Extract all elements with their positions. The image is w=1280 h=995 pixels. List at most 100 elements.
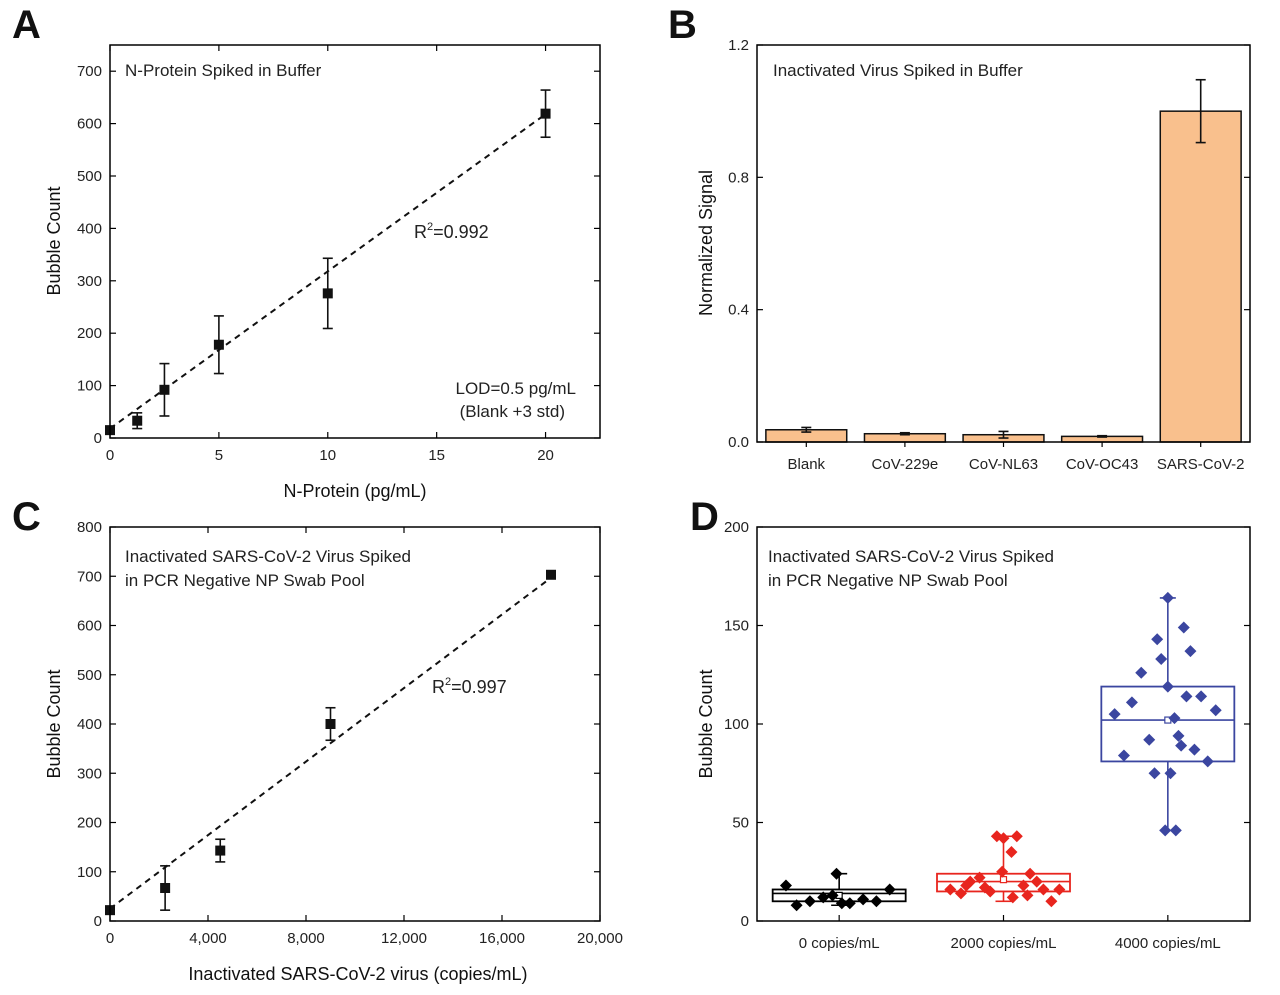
panel-b-y-tick-label: 1.2: [728, 37, 749, 54]
panel-b-x-tick-label: CoV-NL63: [969, 456, 1038, 473]
panel-d-data-point: [883, 883, 896, 896]
panel-c-y-tick-label: 0: [94, 913, 102, 930]
panel-a-y-tick-label: 400: [77, 220, 102, 237]
panel-d-data-point: [944, 883, 957, 896]
panel-a-x-axis-label: N-Protein (pg/mL): [283, 481, 426, 501]
panel-c-x-tick-label: 12,000: [381, 930, 427, 947]
panel-label-d: D: [690, 495, 719, 539]
panel-a-y-tick-label: 100: [77, 378, 102, 395]
panel-b-y-tick-label: 0.8: [728, 169, 749, 186]
panel-d-data-point: [1155, 652, 1168, 665]
panel-d-y-tick-label: 100: [724, 716, 749, 733]
panel-a-y-axis-label: Bubble Count: [44, 186, 64, 295]
panel-a-r2: R2=0.992: [414, 221, 489, 242]
panel-b-x-tick-label: Blank: [788, 456, 826, 473]
panel-d-data-point: [978, 881, 991, 894]
panel-a-x-tick-label: 15: [428, 447, 445, 464]
panel-d-data-point: [1168, 712, 1181, 725]
panel-b-x-tick-label: SARS-CoV-2: [1157, 456, 1245, 473]
panel-d-data-point: [835, 897, 848, 910]
panel-c-y-tick-label: 600: [77, 618, 102, 635]
panel-d-mean-marker: [999, 876, 1008, 884]
panel-a-y-tick-label: 0: [94, 430, 102, 447]
panel-b-y-tick-label: 0.4: [728, 302, 749, 319]
panel-d-data-point: [790, 899, 803, 912]
panel-c-x-axis-label: Inactivated SARS-CoV-2 virus (copies/mL): [188, 964, 527, 984]
panel-c-data-point: [325, 719, 336, 729]
panel-c-y-tick-label: 500: [77, 667, 102, 684]
panel-c-r2-base: R: [432, 677, 445, 697]
panel-c-data-point: [160, 883, 171, 894]
panel-b-bar: [1159, 110, 1242, 443]
panel-b-x-tick-label: CoV-OC43: [1066, 456, 1139, 473]
panel-a-data-point: [322, 288, 333, 299]
panel-d-data-point: [1180, 690, 1193, 703]
panel-c-y-tick-label: 300: [77, 765, 102, 782]
panel-label-a: A: [12, 3, 41, 47]
panel-a-data-point: [159, 384, 170, 395]
panel-c-data-point: [215, 845, 226, 856]
panel-b-x-tick-label: CoV-229e: [872, 456, 939, 473]
panel-d-data-point: [1017, 879, 1030, 892]
panel-d-data-point: [1030, 875, 1043, 888]
panel-b-inset-title: Inactivated Virus Spiked in Buffer: [773, 61, 1023, 80]
panel-d-x-tick-label: 4000 copies/mL: [1115, 935, 1221, 952]
panel-a-y-tick-label: 300: [77, 273, 102, 290]
panel-c-data-point: [546, 569, 556, 580]
panel-d-y-axis-label: Bubble Count: [696, 669, 716, 778]
panel-d-inset-title-line2: in PCR Negative NP Swab Pool: [768, 571, 1008, 590]
panel-d-data-point: [973, 871, 986, 884]
panel-c-x-tick-label: 0: [106, 930, 114, 947]
panel-a-marks: [105, 89, 551, 436]
panel-c-y-tick-label: 800: [77, 519, 102, 536]
panel-a-y-tick-label: 600: [77, 116, 102, 133]
panel-d-data-point: [817, 891, 830, 904]
panel-label-c: C: [12, 495, 41, 539]
panel-d-data-point: [1010, 830, 1023, 843]
panel-d-data-point: [1169, 824, 1182, 837]
panel-d-data-point: [1021, 889, 1034, 902]
panel-d-data-point: [1201, 755, 1214, 768]
panel-b-marks: [765, 78, 1242, 443]
panel-c-r2-sup: 2: [445, 676, 451, 688]
panel-d-data-point: [803, 895, 816, 908]
panel-d-data-point: [997, 832, 1010, 845]
panel-c-x-tick-label: 16,000: [479, 930, 525, 947]
panel-d-data-point: [1172, 729, 1185, 742]
panel-d-data-point: [779, 879, 792, 892]
panel-c-y-ticks: 0 100 200 300 400 500 600 700 800: [77, 519, 600, 930]
panel-label-b: B: [668, 3, 697, 47]
panel-d-data-point: [1125, 696, 1138, 709]
chart-panel-b: Blank CoV-229e CoV-NL63 CoV-OC43 SARS-CoV-2 …: [696, 37, 1251, 473]
panel-d-data-point: [1184, 645, 1197, 658]
panel-d-data-point: [843, 897, 856, 910]
panel-a-x-tick-label: 0: [106, 447, 114, 464]
panel-d-data-point: [1164, 767, 1177, 780]
panel-d-marks: [771, 591, 1236, 912]
panel-d-data-point: [1053, 883, 1066, 896]
panel-a-data-point: [540, 108, 551, 119]
panel-a-data-point: [213, 339, 224, 350]
panel-c-y-tick-label: 400: [77, 716, 102, 733]
panel-d-x-tick-label: 0 copies/mL: [799, 935, 880, 952]
panel-a-frame: [109, 44, 601, 439]
panel-c-inset-title-line2: in PCR Negative NP Swab Pool: [125, 571, 365, 590]
panel-d-data-point: [1135, 666, 1148, 679]
panel-a-x-ticks: 0 5 10 15 20: [106, 45, 554, 464]
panel-b-y-ticks: 0.0 0.4 0.8 1.2: [728, 37, 1250, 451]
panel-a-y-tick-label: 700: [77, 63, 102, 80]
panel-b-x-ticks: Blank CoV-229e CoV-NL63 CoV-OC43 SARS-CoV-2: [788, 442, 1245, 473]
panel-a-lod-line2: (Blank +3 std): [460, 402, 565, 421]
panel-d-data-point: [1024, 867, 1037, 880]
chart-panel-d: 0 copies/mL 2000 copies/mL 4000 copies/mL …: [696, 519, 1251, 952]
panel-a-inset-title: N-Protein Spiked in Buffer: [125, 61, 322, 80]
panel-c-y-tick-label: 100: [77, 864, 102, 881]
panel-c-r2: R2=0.997: [432, 676, 507, 697]
panel-d-data-point: [1148, 767, 1161, 780]
panel-d-data-point: [1037, 883, 1050, 896]
panel-a-y-tick-label: 200: [77, 325, 102, 342]
panel-a-y-ticks: 0 100 200 300 400 500 600 700: [77, 63, 600, 447]
panel-c-x-ticks: 0 4,000 8,000 12,000 16,000 20,000: [106, 527, 623, 947]
panel-d-data-point: [1175, 739, 1188, 752]
panel-c-y-axis-label: Bubble Count: [44, 669, 64, 778]
